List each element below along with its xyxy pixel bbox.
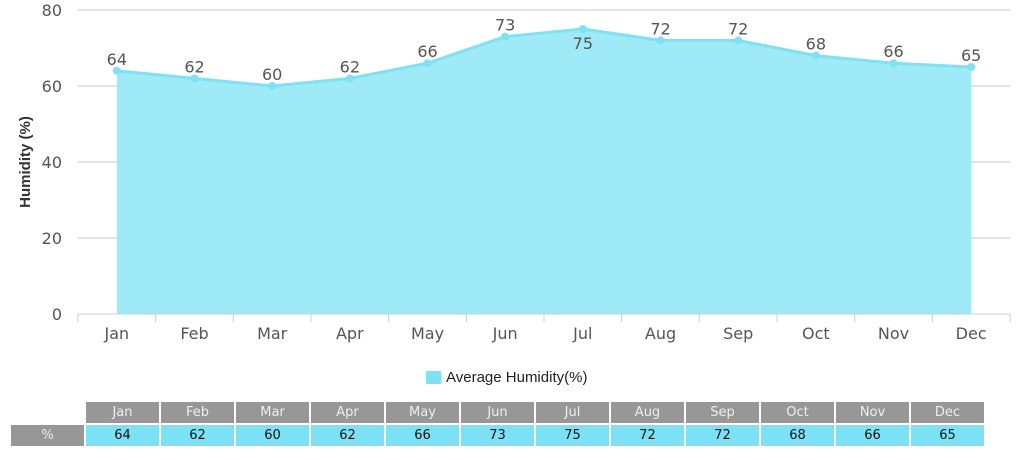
table-header-cell: May: [386, 402, 459, 423]
data-label: 62: [340, 57, 360, 76]
data-label: 65: [961, 46, 981, 65]
y-tick-label: 0: [52, 305, 62, 324]
data-label: 66: [417, 42, 437, 61]
data-label: 64: [107, 50, 127, 69]
series-line: [116, 27, 972, 88]
x-tick-label: Nov: [878, 324, 909, 343]
table-value-cell: 62: [311, 425, 384, 446]
data-point: [734, 36, 743, 45]
data-point: [501, 32, 510, 41]
y-tick-label: 80: [42, 1, 62, 20]
table-value-cell: 62: [161, 425, 234, 446]
x-tick-label: Oct: [802, 324, 830, 343]
table-header-cell: Mar: [236, 402, 309, 423]
y-tick-label: 20: [42, 229, 62, 248]
x-tick-label: May: [411, 324, 444, 343]
data-table: Jan Feb Mar Apr May Jun Jul Aug Sep Oct Nov Dec % 64…: [9, 400, 986, 448]
table-header-cell: Jun: [461, 402, 534, 423]
table-header-cell: Jan: [86, 402, 159, 423]
data-label: 72: [728, 19, 748, 38]
table-value-cell: 66: [836, 425, 909, 446]
data-label: 60: [262, 65, 282, 84]
table-header-cell: Sep: [686, 402, 759, 423]
table-header-cell: Jul: [536, 402, 609, 423]
data-point: [345, 74, 354, 83]
y-tick-label: 40: [42, 153, 62, 172]
x-tick-label: Jul: [572, 324, 592, 343]
x-tick-label: Jun: [492, 324, 518, 343]
table-header-cell: Oct: [761, 402, 834, 423]
data-point: [423, 59, 432, 68]
row-label: %: [11, 425, 84, 446]
table-value-cell: 66: [386, 425, 459, 446]
table-value-cell: 65: [911, 425, 984, 446]
data-point: [811, 51, 820, 60]
x-tick-label: Sep: [723, 324, 753, 343]
x-tick-label: Aug: [645, 324, 676, 343]
data-label: 73: [495, 16, 515, 35]
x-tick-label: Feb: [180, 324, 208, 343]
x-tick-label: Dec: [956, 324, 987, 343]
data-point: [268, 82, 277, 90]
data-point: [889, 59, 898, 68]
data-point: [967, 63, 976, 71]
data-point: [112, 66, 121, 75]
data-label: 62: [184, 57, 204, 76]
table-value-cell: 68: [761, 425, 834, 446]
legend-swatch: [426, 371, 441, 384]
data-point: [656, 36, 665, 45]
table-header-cell: Feb: [161, 402, 234, 423]
x-tick-label: Mar: [257, 324, 288, 343]
data-label: 75: [573, 34, 593, 53]
table-header-cell: Dec: [911, 402, 984, 423]
data-label: 68: [806, 35, 826, 54]
legend-label: Average Humidity(%): [446, 369, 588, 386]
table-value-cell: 60: [236, 425, 309, 446]
legend[interactable]: Average Humidity(%): [426, 369, 587, 386]
data-point: [578, 25, 587, 33]
y-tick-label: 60: [42, 77, 62, 96]
table-value-cell: 72: [686, 425, 759, 446]
area-fill: [116, 29, 972, 314]
table-value-cell: 73: [461, 425, 534, 446]
data-label: 72: [650, 19, 670, 38]
data-point: [190, 74, 199, 83]
x-tick-label: Jan: [103, 324, 129, 343]
table-header-cell: Nov: [836, 402, 909, 423]
data-label: 66: [883, 42, 903, 61]
x-tick-label: Apr: [336, 324, 364, 343]
humidity-chart: 0 20 40 60 80 64 Jan 62 Feb 60 Mar 62 Apr 66 May 73 Jun 7…: [17, 1, 1011, 343]
table-header-cell: Apr: [311, 402, 384, 423]
y-axis-title: Humidity (%): [17, 116, 34, 208]
table-header-cell: Aug: [611, 402, 684, 423]
table-value-cell: 75: [536, 425, 609, 446]
table-value-cell: 72: [611, 425, 684, 446]
table-corner: [11, 402, 84, 423]
table-value-cell: 64: [86, 425, 159, 446]
